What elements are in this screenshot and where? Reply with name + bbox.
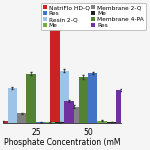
Bar bbox=[107, 122, 116, 123]
Bar bbox=[69, 107, 79, 123]
Bar bbox=[88, 73, 98, 123]
Bar bbox=[55, 122, 64, 123]
Bar bbox=[60, 70, 69, 123]
Bar bbox=[17, 113, 26, 123]
Legend: NatriFlo HD-Q, Res, Resin 2-Q, Me, Membrane 2-Q, Me, Membrane 4-PA, Res: NatriFlo HD-Q, Res, Resin 2-Q, Me, Membr… bbox=[41, 3, 146, 30]
Bar bbox=[26, 74, 36, 123]
Bar bbox=[50, 25, 60, 123]
Bar bbox=[79, 77, 88, 123]
X-axis label: Phosphate Concentration (mM: Phosphate Concentration (mM bbox=[4, 138, 120, 147]
Bar bbox=[0, 121, 8, 123]
Bar bbox=[36, 122, 45, 123]
Bar bbox=[98, 121, 107, 123]
Bar bbox=[64, 101, 74, 123]
Bar bbox=[116, 90, 126, 123]
Bar bbox=[8, 88, 17, 123]
Bar bbox=[45, 122, 55, 123]
